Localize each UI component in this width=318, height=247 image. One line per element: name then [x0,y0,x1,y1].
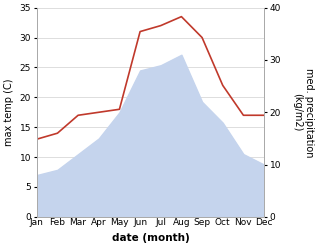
Y-axis label: med. precipitation
(kg/m2): med. precipitation (kg/m2) [292,67,314,157]
X-axis label: date (month): date (month) [112,233,189,243]
Y-axis label: max temp (C): max temp (C) [4,79,14,146]
